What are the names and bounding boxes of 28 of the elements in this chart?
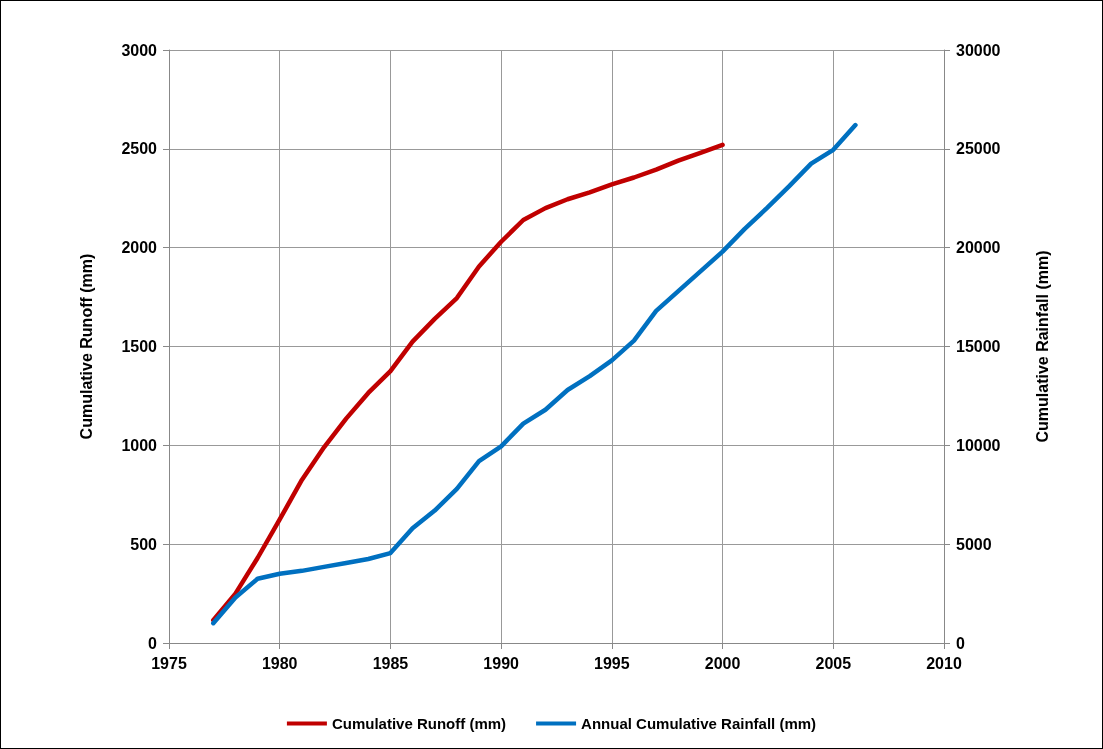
y2-tick-label: 20000	[956, 239, 1001, 257]
line-series	[211, 122, 858, 626]
x-tick-label: 1980	[261, 654, 298, 672]
x-tick-label: 2010	[926, 654, 962, 672]
y2-tick-label: 10000	[956, 436, 1001, 454]
line-series	[211, 142, 725, 623]
y2-axis-title: Cumulative Rainfall (mm)	[1033, 250, 1051, 443]
x-tick-label: 2005	[815, 654, 852, 672]
y-tick-label: 2000	[121, 239, 158, 257]
y2-tick-label: 25000	[956, 140, 1001, 158]
y-axis-title: Cumulative Runoff (mm)	[77, 253, 95, 440]
y2-tick-label: 0	[956, 634, 965, 652]
y2-tick-label: 15000	[956, 338, 1001, 355]
y2-tick-label: 30000	[956, 41, 1001, 59]
x-tick-label: 1975	[151, 654, 187, 672]
x-tick-label: 1995	[594, 654, 630, 672]
legend-label: Annual Cumulative Rainfall (mm)	[581, 715, 817, 732]
y-tick-label: 1000	[121, 436, 158, 454]
x-tick-label: 1985	[372, 654, 409, 672]
y-tick-label: 1500	[121, 338, 158, 355]
y-tick-label: 500	[130, 535, 158, 553]
x-tick-label: 1990	[483, 654, 520, 672]
legend-label: Cumulative Runoff (mm)	[331, 715, 507, 732]
y-tick-label: 0	[148, 634, 158, 652]
y2-tick-label: 5000	[956, 535, 992, 553]
y-tick-label: 2500	[121, 140, 158, 158]
y-tick-label: 3000	[121, 41, 158, 59]
x-tick-label: 2000	[704, 654, 741, 672]
